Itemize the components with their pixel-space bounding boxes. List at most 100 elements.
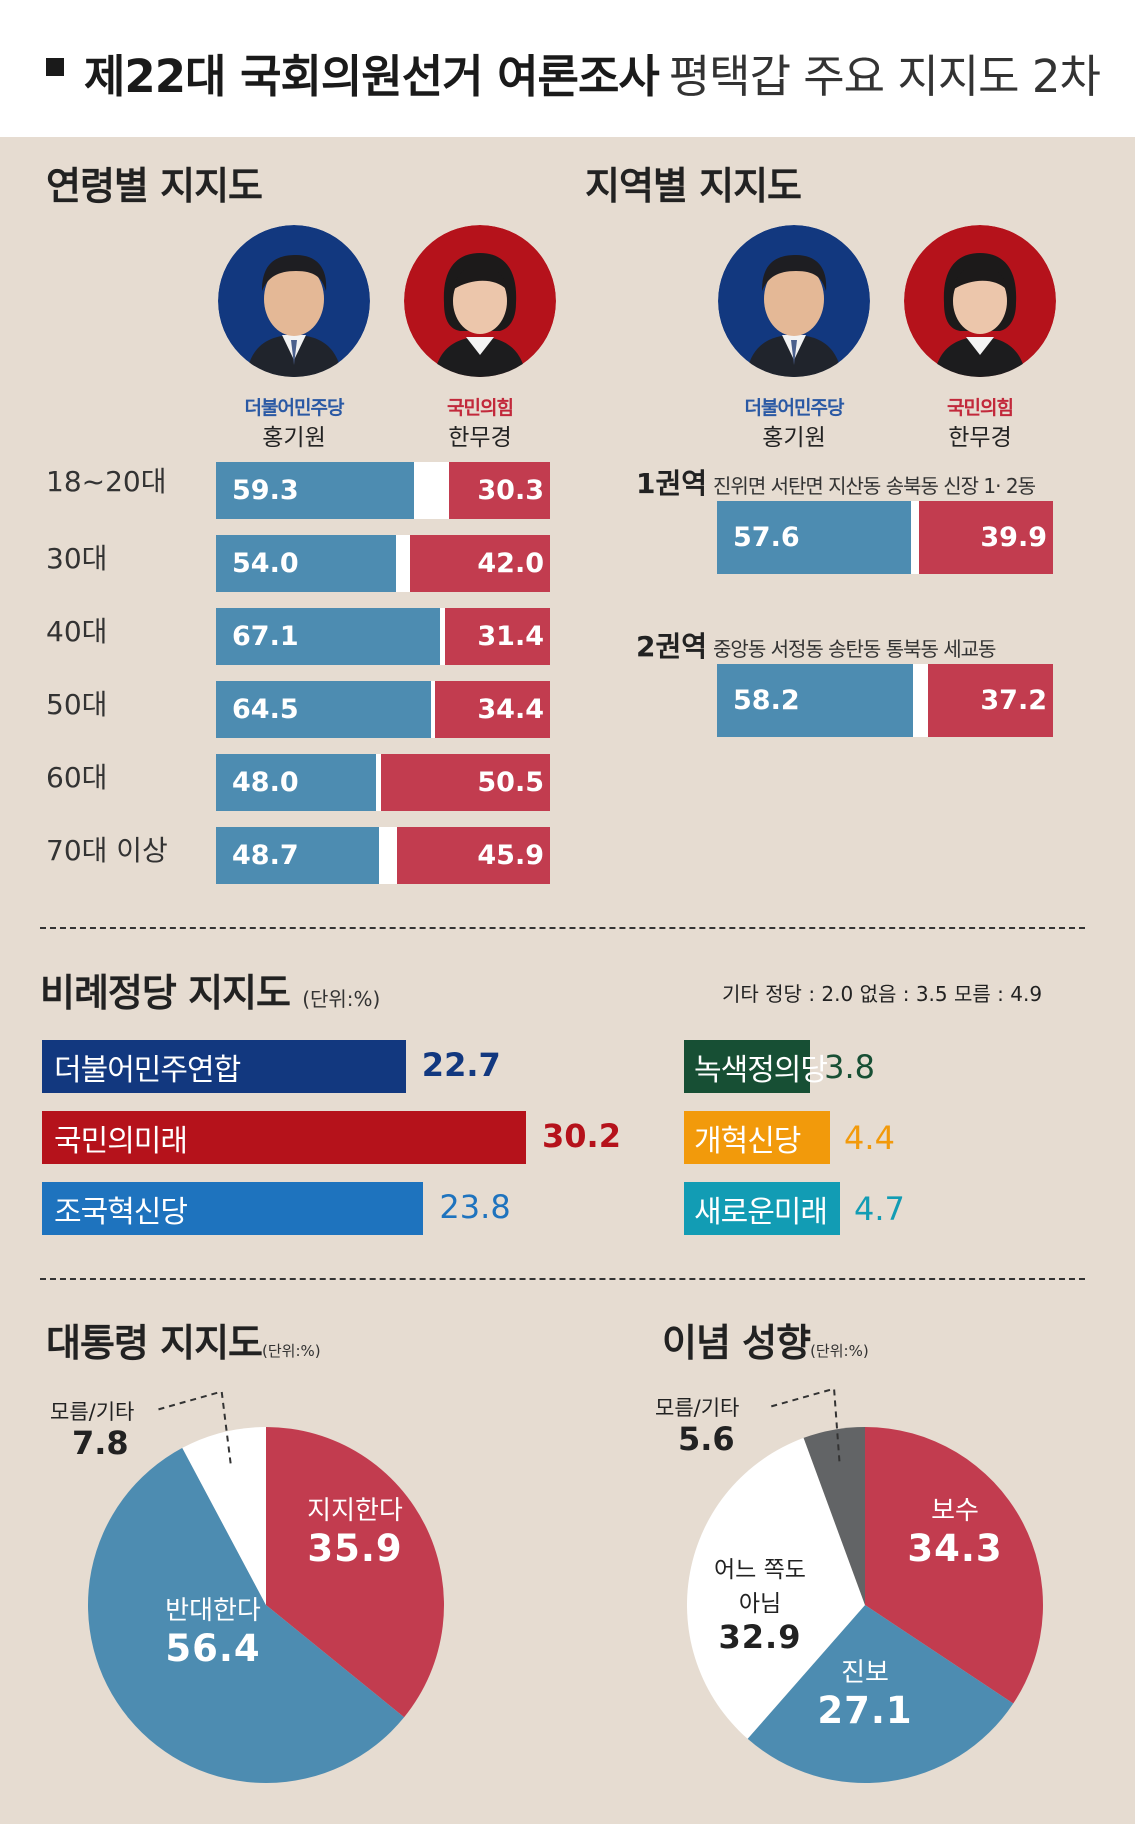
president-support-label: 지지한다 35.9 <box>290 1490 420 1570</box>
president-oppose-label: 반대한다 56.4 <box>148 1590 278 1670</box>
ideology-pie-slice <box>687 1437 865 1739</box>
party-label-dem-2: 더불어민주당 <box>744 397 845 419</box>
age-row-red-segment <box>409 535 550 592</box>
region-row-blue-value: 57.6 <box>733 522 800 553</box>
president-support-name: 지지한다 <box>307 1496 403 1526</box>
party-section-title: 비례정당 지지도 (단위:%) <box>40 962 380 1017</box>
candidate-photo-hong <box>218 225 370 377</box>
age-row-bar: 48.7 45.9 <box>216 827 550 884</box>
party-bar: 새로운미래 <box>684 1182 840 1235</box>
age-section-title: 연령별 지지도 <box>46 164 263 208</box>
age-row-blue-segment <box>216 462 415 519</box>
candidate-name-hong: 홍기원 <box>262 425 326 451</box>
ideology-neutral-value: 32.9 <box>718 1618 802 1656</box>
party-bar-name: 조국혁신당 <box>54 1194 188 1230</box>
age-row-blue-value: 48.7 <box>232 840 299 871</box>
region-row-red-segment <box>928 664 1053 737</box>
president-unit: (단위:%) <box>262 1342 321 1360</box>
age-row-label: 50대 <box>46 688 108 721</box>
president-pie-slice <box>266 1427 444 1718</box>
age-row-label: 40대 <box>46 615 108 648</box>
candidate-photo-han-2 <box>904 225 1056 377</box>
president-oppose-name: 반대한다 <box>165 1596 261 1626</box>
candidate-name-han: 한무경 <box>448 425 512 451</box>
region-row-bar: 57.6 39.9 <box>717 501 1053 574</box>
region-2-name: 2권역 <box>636 630 708 663</box>
party-label-ppp-2: 국민의힘 <box>947 397 1014 419</box>
age-row-red-segment <box>396 827 550 884</box>
party-bar: 개혁신당 <box>684 1111 831 1164</box>
party-section-title-text: 비례정당 지지도 <box>40 971 291 1015</box>
region-2-label: 2권역 중앙동 서정동 송탄동 통북동 세교동 <box>636 625 996 665</box>
title-bullet-icon <box>46 58 64 76</box>
candidate-name-hong-2: 홍기원 <box>762 425 826 451</box>
party-label-dem: 더불어민주당 <box>244 397 345 419</box>
ideology-pie-slice <box>865 1427 1044 1704</box>
age-row-label: 30대 <box>46 542 108 575</box>
age-row-label: 70대 이상 <box>46 834 168 867</box>
age-row-blue-value: 67.1 <box>232 621 299 652</box>
age-row-label: 18~20대 <box>46 465 167 498</box>
region-row-bar: 58.2 37.2 <box>717 664 1053 737</box>
region-row-blue-segment <box>717 664 913 737</box>
age-row-blue-value: 64.5 <box>232 694 299 725</box>
age-row-bar: 48.0 50.5 <box>216 754 550 811</box>
ideology-neutral-name-2: 아님 <box>738 1591 782 1617</box>
candidate-photo-hong-2 <box>718 225 870 377</box>
party-bar-value: 22.7 <box>421 1046 501 1084</box>
party-bar-name: 새로운미래 <box>694 1194 828 1230</box>
region-1-desc: 진위면 서탄면 지산동 송북동 신장 1· 2동 <box>713 474 1036 498</box>
president-pie-slice <box>182 1427 266 1605</box>
ideology-pie-callout-line <box>769 1387 841 1462</box>
age-row-bar: 59.3 30.3 <box>216 462 550 519</box>
ideology-conservative-value: 34.3 <box>907 1527 1003 1570</box>
party-bar: 녹색정의당 <box>684 1040 828 1093</box>
age-row-red-value: 34.4 <box>477 694 544 725</box>
region-section-title: 지역별 지지도 <box>585 164 802 208</box>
age-row-blue-segment <box>216 681 432 738</box>
region-1-name: 1권역 <box>636 467 708 500</box>
ideology-progressive-value: 27.1 <box>817 1689 913 1732</box>
party-bar-value: 30.2 <box>542 1117 621 1155</box>
party-bar-value: 3.8 <box>824 1048 876 1086</box>
president-title-text: 대통령 지지도 <box>46 1321 263 1365</box>
region-row-blue-segment <box>717 501 911 574</box>
age-row-red-segment <box>445 608 550 665</box>
ideology-section-title: 이념 성향(단위:%) <box>662 1312 869 1367</box>
party-label-ppp: 국민의힘 <box>447 397 514 419</box>
age-row-blue-segment <box>216 754 377 811</box>
candidate-photo-han <box>404 225 556 377</box>
age-row-red-segment <box>381 754 550 811</box>
title-bold: 제22대 국회의원선거 여론조사 <box>84 50 660 103</box>
ideology-etc-value: 5.6 <box>678 1420 735 1458</box>
age-row-red-value: 50.5 <box>477 767 544 798</box>
president-support-value: 35.9 <box>307 1527 403 1570</box>
region-row-red-segment <box>918 501 1053 574</box>
ideology-neutral-label: 어느 쪽도 아님 32.9 <box>695 1550 825 1656</box>
title-subtitle: 평택갑 주요 지지도 2차 <box>668 50 1101 103</box>
party-bar-name: 개혁신당 <box>694 1123 801 1159</box>
region-row-red-value: 39.9 <box>980 522 1047 553</box>
party-bar-name: 더불어민주연합 <box>54 1052 241 1088</box>
party-bar-value: 4.7 <box>854 1190 905 1228</box>
party-bar: 더불어민주연합 <box>42 1040 406 1093</box>
region-2-desc: 중앙동 서정동 송탄동 통북동 세교동 <box>713 637 996 661</box>
age-row-blue-segment <box>216 827 379 884</box>
region-1-label: 1권역 진위면 서탄면 지산동 송북동 신장 1· 2동 <box>636 462 1036 502</box>
age-row-blue-value: 59.3 <box>232 475 299 506</box>
president-etc-label: 모름/기타 <box>50 1400 135 1424</box>
page-title: 제22대 국회의원선거 여론조사 평택갑 주요 지지도 2차 <box>84 40 1101 105</box>
party-bar: 국민의미래 <box>42 1111 526 1164</box>
ideology-progressive-label: 진보 27.1 <box>800 1652 930 1732</box>
president-etc-value: 7.8 <box>72 1424 129 1462</box>
ideology-pie-slice <box>803 1427 865 1605</box>
party-bar-value: 4.4 <box>844 1119 895 1157</box>
ideology-neutral-name-1: 어느 쪽도 <box>714 1557 806 1583</box>
age-row-red-value: 42.0 <box>477 548 544 579</box>
age-row-bar: 54.0 42.0 <box>216 535 550 592</box>
party-bar-name: 녹색정의당 <box>694 1052 828 1088</box>
divider <box>40 1278 1085 1280</box>
age-row-red-segment <box>435 681 550 738</box>
age-row-red-value: 30.3 <box>477 475 544 506</box>
party-section-unit: (단위:%) <box>302 987 381 1011</box>
